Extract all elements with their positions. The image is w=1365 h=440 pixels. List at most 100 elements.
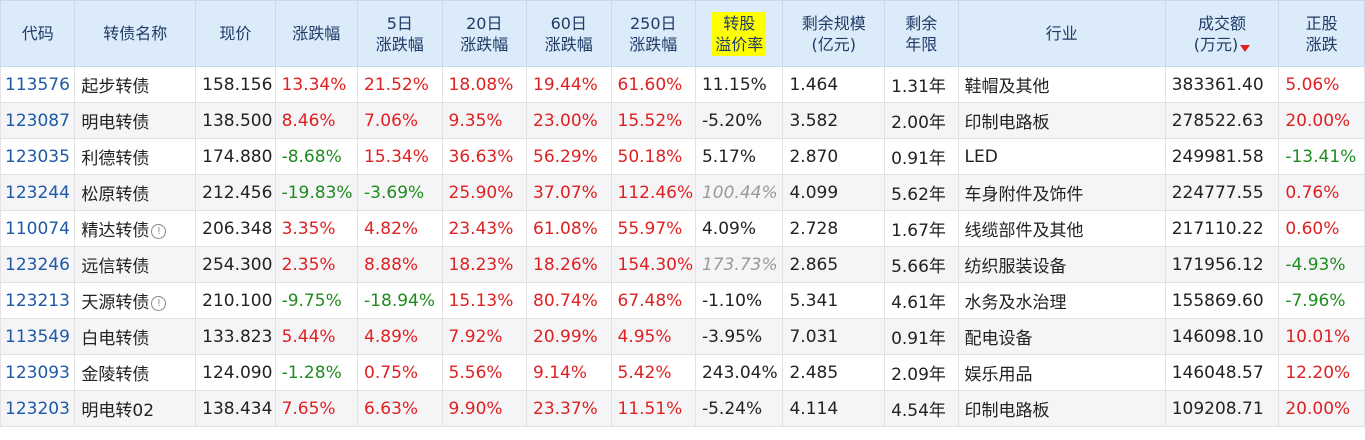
bond-code-link[interactable]: 123087 xyxy=(0,102,76,139)
change-250d-cell: 55.97% xyxy=(610,210,696,247)
remaining-years-cell-text: 2.09年 xyxy=(891,365,946,385)
remaining-scale-cell-text: 1.464 xyxy=(789,74,839,95)
change-5d-cell: 4.89% xyxy=(357,318,443,355)
change-60d-cell: 80.74% xyxy=(526,282,612,319)
premium-cell-text: -1.10% xyxy=(701,290,763,311)
table-row[interactable]: 123213 天源转债! 210.100 -9.75% -18.94% 15.13% 80.… xyxy=(0,282,1365,319)
bond-name[interactable]: 明电转02 xyxy=(74,390,197,427)
change-60d-cell: 61.08% xyxy=(526,210,612,247)
industry-cell-text: 水务及水治理 xyxy=(964,293,1067,313)
stock-change-cell-text: 0.60% xyxy=(1285,218,1340,239)
bond-code-link[interactable]: 123203 xyxy=(0,390,76,427)
change-5d-cell-text: 6.63% xyxy=(364,398,419,419)
col-header-turnover[interactable]: 成交额 (万元) xyxy=(1164,0,1280,67)
price-cell-text: 174.880 xyxy=(202,146,273,167)
bond-code-link[interactable]: 123244 xyxy=(0,174,76,211)
bond-code-link[interactable]: 123213 xyxy=(0,282,76,319)
table-row[interactable]: 123246 远信转债 254.300 2.35% 8.88% 18.23% 18.26% 1… xyxy=(0,246,1365,283)
premium-cell: 4.09% xyxy=(694,210,784,247)
col-header-code[interactable]: 代码 xyxy=(0,0,76,67)
premium-header-highlight: 转股 溢价率 xyxy=(712,11,767,56)
change-5d-cell-text: 0.75% xyxy=(364,362,419,383)
remaining-years-cell: 5.66年 xyxy=(884,246,959,283)
price-cell-text: 158.156 xyxy=(202,74,273,95)
premium-cell-text: 243.04% xyxy=(701,362,778,383)
change-60d-cell: 9.14% xyxy=(526,354,612,391)
bond-name[interactable]: 远信转债 xyxy=(74,246,197,283)
col-header-industry[interactable]: 行业 xyxy=(957,0,1166,67)
table-row[interactable]: 123244 松原转债 212.456 -19.83% -3.69% 25.90% 37.0… xyxy=(0,174,1365,211)
industry-cell: 配电设备 xyxy=(957,318,1166,355)
table-row[interactable]: 123087 明电转债 138.500 8.46% 7.06% 9.35% 23.00% 15… xyxy=(0,102,1365,139)
price-cell-text: 133.823 xyxy=(202,326,273,347)
bond-code-link[interactable]: 123035 xyxy=(0,138,76,175)
bond-name[interactable]: 白电转债 xyxy=(74,318,197,355)
col-header-change-60d[interactable]: 60日 涨跌幅 xyxy=(526,0,612,67)
table-row[interactable]: 113549 白电转债 133.823 5.44% 4.89% 7.92% 20.99% 4.… xyxy=(0,318,1365,355)
remaining-years-cell-text: 0.91年 xyxy=(891,329,946,349)
change-60d-cell-text: 19.44% xyxy=(533,74,598,95)
col-header-change[interactable]: 涨跌幅 xyxy=(274,0,359,67)
price-cell: 206.348 xyxy=(195,210,276,247)
bond-code-link[interactable]: 113576 xyxy=(0,66,76,103)
remaining-years-cell-text: 5.62年 xyxy=(891,185,946,205)
bond-name[interactable]: 松原转债 xyxy=(74,174,197,211)
table-row[interactable]: 113576 起步转债 158.156 13.34% 21.52% 18.08% 19.44… xyxy=(0,66,1365,103)
table-row[interactable]: 123035 利德转债 174.880 -8.68% 15.34% 36.63% 56.29… xyxy=(0,138,1365,175)
change-20d-cell-text: 7.92% xyxy=(448,326,503,347)
bond-name[interactable]: 明电转债 xyxy=(74,102,197,139)
change-20d-cell-text: 18.23% xyxy=(448,254,514,275)
price-cell-text: 138.434 xyxy=(202,398,273,419)
bond-code-link[interactable]: 110074 xyxy=(0,210,76,247)
bond-name[interactable]: 利德转债 xyxy=(74,138,197,175)
change-cell-text: -1.28% xyxy=(281,362,342,383)
bond-code-link-text: 113549 xyxy=(5,326,70,347)
change-5d-cell-text: 21.52% xyxy=(364,74,429,95)
col-header-price[interactable]: 现价 xyxy=(195,0,276,67)
table-row[interactable]: 123203 明电转02 138.434 7.65% 6.63% 9.90% 23.37% 1… xyxy=(0,390,1365,427)
col-header-premium[interactable]: 转股 溢价率 xyxy=(694,0,784,67)
convertible-bond-table: 代码 转债名称 现价 涨跌幅 5日 涨跌幅 20日 涨跌幅 60日 涨跌幅 250日涨… xyxy=(0,0,1365,427)
remaining-years-cell: 5.62年 xyxy=(884,174,959,211)
change-cell: 8.46% xyxy=(274,102,359,139)
change-250d-cell-text: 61.60% xyxy=(617,74,683,95)
bond-code-link[interactable]: 123246 xyxy=(0,246,76,283)
change-20d-cell: 25.90% xyxy=(441,174,528,211)
info-icon[interactable]: ! xyxy=(151,224,167,239)
bond-name[interactable]: 金陵转债 xyxy=(74,354,197,391)
industry-cell: 纺织服装设备 xyxy=(957,246,1166,283)
col-header-change-250d[interactable]: 250日 涨跌幅 xyxy=(610,0,696,67)
col-header-stock-change[interactable]: 正股 涨跌 xyxy=(1278,0,1365,67)
bond-name[interactable]: 精达转债! xyxy=(74,210,197,247)
change-60d-cell: 19.44% xyxy=(526,66,612,103)
col-header-change-20d[interactable]: 20日 涨跌幅 xyxy=(441,0,528,67)
industry-cell-text: 鞋帽及其他 xyxy=(964,77,1050,97)
change-20d-cell: 5.56% xyxy=(441,354,528,391)
change-cell-text: -8.68% xyxy=(281,146,342,167)
col-header-name[interactable]: 转债名称 xyxy=(74,0,197,67)
bond-name[interactable]: 天源转债! xyxy=(74,282,197,319)
col-header-remaining-years[interactable]: 剩余 年限 xyxy=(884,0,959,67)
bond-name[interactable]: 起步转债 xyxy=(74,66,197,103)
table-header-row: 代码 转债名称 现价 涨跌幅 5日 涨跌幅 20日 涨跌幅 60日 涨跌幅 250日涨… xyxy=(0,0,1365,67)
bond-code-link[interactable]: 123093 xyxy=(0,354,76,391)
price-cell-text: 210.100 xyxy=(202,290,273,311)
industry-cell: 印制电路板 xyxy=(957,102,1166,139)
premium-cell: -5.24% xyxy=(694,390,784,427)
remaining-years-cell-text: 0.91年 xyxy=(891,149,946,169)
change-20d-cell-text: 23.43% xyxy=(448,218,514,239)
table-row[interactable]: 123093 金陵转债 124.090 -1.28% 0.75% 5.56% 9.14% 5.… xyxy=(0,354,1365,391)
bond-code-link[interactable]: 113549 xyxy=(0,318,76,355)
price-cell: 174.880 xyxy=(195,138,276,175)
change-20d-cell-text: 9.35% xyxy=(448,110,503,131)
premium-cell-text: -5.24% xyxy=(701,398,763,419)
col-header-remaining-scale[interactable]: 剩余规模 (亿元) xyxy=(782,0,886,67)
col-header-change-5d[interactable]: 5日 涨跌幅 xyxy=(357,0,443,67)
info-icon[interactable]: ! xyxy=(151,296,167,311)
change-5d-cell-text: 15.34% xyxy=(364,146,429,167)
industry-cell-text: 车身附件及饰件 xyxy=(964,185,1084,205)
sort-desc-icon[interactable] xyxy=(1240,44,1251,52)
bond-code-link-text: 123093 xyxy=(5,362,70,383)
table-row[interactable]: 110074 精达转债! 206.348 3.35% 4.82% 23.43% 61.08%… xyxy=(0,210,1365,247)
remaining-scale-cell: 3.582 xyxy=(782,102,886,139)
